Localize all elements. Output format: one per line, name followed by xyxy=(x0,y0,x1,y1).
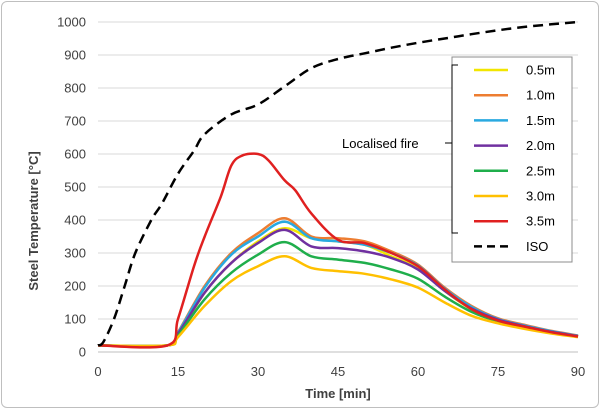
legend-label-2-0m: 2.0m xyxy=(526,138,555,153)
legend-label-2-5m: 2.5m xyxy=(526,163,555,178)
legend-label-0-5m: 0.5m xyxy=(526,63,555,78)
x-tick-label-30: 30 xyxy=(251,364,265,379)
legend: 0.5m 1.0m 1.5m 2.0m 2.5m 3.0m 3.5m ISO xyxy=(451,56,573,263)
legend-box xyxy=(451,56,573,263)
series-line-3-5m xyxy=(97,152,579,349)
x-tick-label-60: 60 xyxy=(411,364,425,379)
x-tick-labels: 0 15 30 45 60 75 90 xyxy=(94,364,585,379)
legend-label-3-0m: 3.0m xyxy=(526,189,555,204)
y-tick-label-500: 500 xyxy=(64,180,86,195)
x-tick-label-90: 90 xyxy=(571,364,585,379)
y-tick-label-600: 600 xyxy=(64,147,86,162)
y-tick-label-0: 0 xyxy=(79,345,86,360)
legend-label-ISO: ISO xyxy=(526,239,548,254)
y-tick-label-800: 800 xyxy=(64,81,86,96)
y-tick-label-400: 400 xyxy=(64,213,86,228)
x-axis-title: Time [min] xyxy=(305,386,371,401)
y-tick-label-900: 900 xyxy=(64,48,86,63)
series-line-ISO xyxy=(97,20,579,347)
legend-label-3-5m: 3.5m xyxy=(526,214,555,229)
y-tick-label-1000: 1000 xyxy=(57,15,86,30)
x-tick-label-15: 15 xyxy=(171,364,185,379)
legend-items: 0.5m 1.0m 1.5m 2.0m 2.5m 3.0m 3.5m ISO xyxy=(474,63,555,254)
series-line-3-0m xyxy=(97,255,579,348)
y-axis-title: Steel Temperature [°C] xyxy=(26,151,41,290)
x-tick-label-75: 75 xyxy=(491,364,505,379)
x-tick-label-45: 45 xyxy=(331,364,345,379)
localised-fire-annotation: Localised fire xyxy=(342,136,419,151)
y-tick-labels: 0 100 200 300 400 500 600 700 800 900 1000 xyxy=(57,15,86,360)
series-lines xyxy=(97,20,579,349)
bracket-path xyxy=(445,64,458,234)
y-tick-label-700: 700 xyxy=(64,114,86,129)
legend-label-1-5m: 1.5m xyxy=(526,113,555,128)
y-tick-label-200: 200 xyxy=(64,279,86,294)
legend-label-1-0m: 1.0m xyxy=(526,88,555,103)
y-tick-label-100: 100 xyxy=(64,312,86,327)
y-tick-label-300: 300 xyxy=(64,246,86,261)
x-tick-label-0: 0 xyxy=(94,364,101,379)
localised-fire-bracket: Localised fire xyxy=(342,64,458,234)
